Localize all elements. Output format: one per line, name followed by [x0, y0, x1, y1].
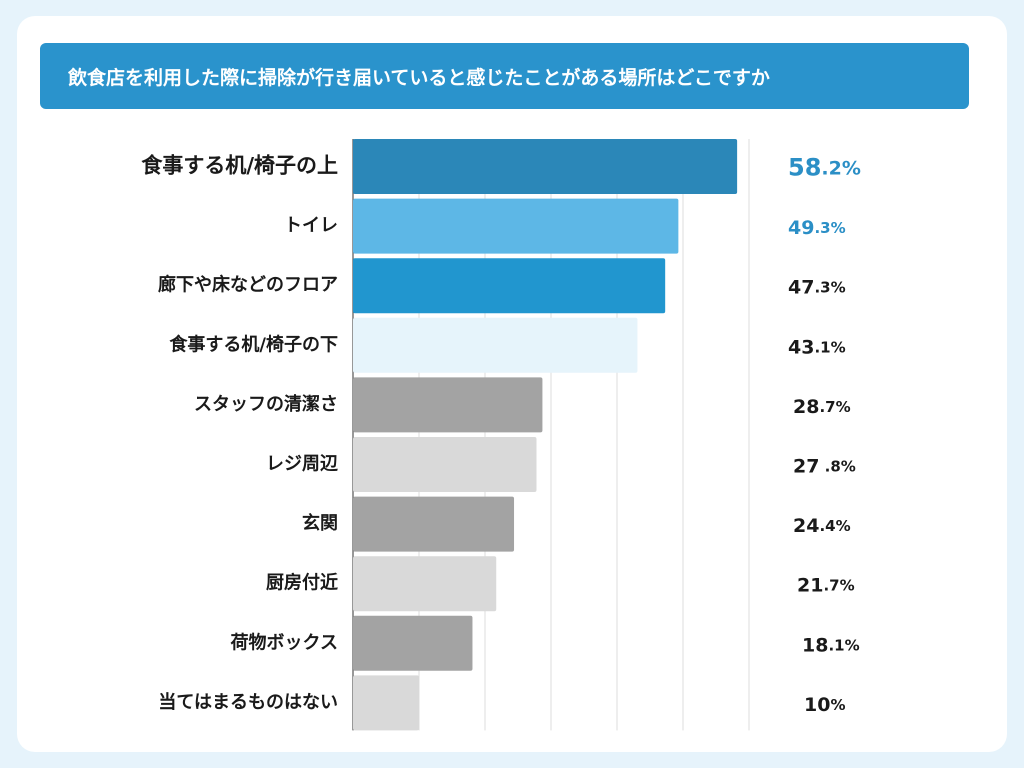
- category-label: 食事する机/椅子の下: [168, 333, 338, 355]
- data-label: 28.7%: [793, 395, 851, 417]
- data-label: 18.1%: [802, 634, 860, 656]
- category-label: 当てはまるものはない: [158, 691, 338, 713]
- bar: [353, 615, 473, 671]
- bar: [353, 675, 419, 731]
- value-labels: 58.2% 49.3% 47.3% 43.1% 28.7% 27 .8% 24.4% 21.7…: [788, 154, 861, 716]
- data-label: 24.4%: [793, 515, 851, 537]
- bar: [353, 437, 537, 492]
- data-label: 43.1%: [788, 336, 846, 358]
- bar: [353, 496, 515, 552]
- category-label: スタッフの清潔さ: [194, 394, 338, 415]
- category-label: 荷物ボックス: [231, 631, 338, 653]
- bar: [353, 556, 497, 612]
- bar: [353, 377, 543, 433]
- category-label: レジ周辺: [266, 454, 338, 475]
- data-label: 21.7%: [797, 574, 855, 596]
- category-label: 玄関: [302, 512, 338, 534]
- bars: [353, 139, 738, 731]
- bar: [353, 258, 666, 314]
- bar: [353, 139, 738, 194]
- data-label: 10%: [804, 693, 845, 715]
- category-label: 厨房付近: [266, 572, 338, 594]
- bar: [353, 198, 679, 254]
- category-label: トイレ: [284, 215, 338, 236]
- data-label: 49.3%: [788, 217, 846, 239]
- category-label: 食事する机/椅子の上: [141, 154, 338, 178]
- category-label: 廊下や床などのフロア: [158, 274, 338, 296]
- category-labels: 食事する机/椅子の上トイレ廊下や床などのフロア食事する机/椅子の下スタッフの清潔…: [141, 154, 338, 713]
- chart-title: 飲食店を利用した際に掃除が行き届いていると感じたことがある場所はどこですか: [40, 43, 969, 109]
- data-label: 27 .8%: [793, 455, 856, 477]
- data-label: 47.3%: [788, 276, 846, 298]
- bar: [353, 317, 638, 373]
- data-label: 58.2%: [788, 154, 861, 182]
